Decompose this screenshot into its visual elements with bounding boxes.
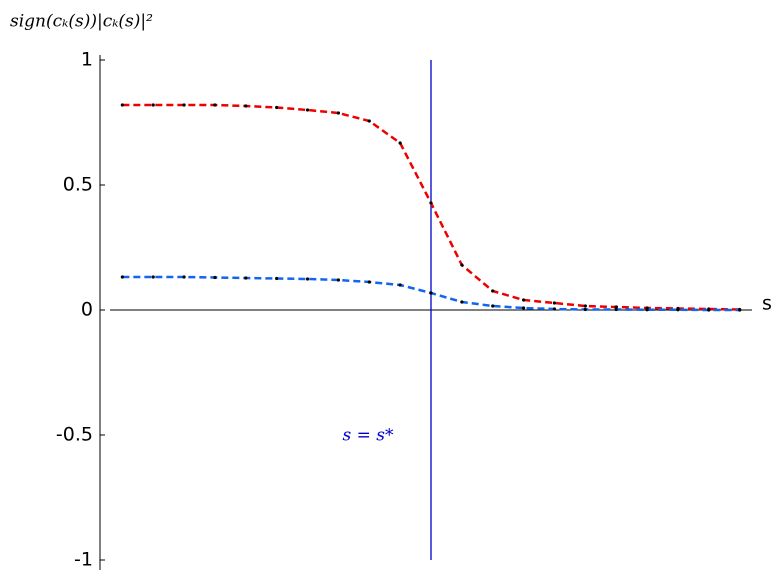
point-marker: [398, 141, 402, 145]
point-marker: [614, 307, 618, 312]
point-marker: [552, 301, 557, 305]
annotation: s = s*: [343, 426, 395, 446]
point-marker: [398, 283, 402, 287]
point-marker: [583, 307, 587, 312]
point-marker: [213, 275, 217, 280]
point-marker: [738, 308, 742, 312]
point-marker: [336, 278, 341, 282]
point-marker: [676, 308, 680, 312]
point-marker: [151, 103, 155, 107]
point-marker: [305, 108, 310, 112]
point-marker: [429, 201, 433, 205]
point-marker: [645, 308, 649, 312]
point-marker: [491, 289, 495, 293]
point-marker: [213, 103, 217, 107]
point-marker: [614, 305, 618, 309]
point-marker: [367, 280, 371, 284]
point-marker: [305, 277, 310, 281]
point-marker: [336, 111, 341, 115]
point-marker: [120, 275, 124, 279]
point-marker: [182, 275, 186, 279]
y-axis-label: sign(cₖ(s))|cₖ(s)|²: [10, 12, 153, 32]
point-marker: [521, 306, 526, 310]
x-axis-label: s: [762, 293, 772, 315]
point-marker: [583, 304, 587, 308]
point-marker: [244, 104, 248, 108]
point-marker: [460, 300, 464, 304]
point-marker: [275, 105, 279, 110]
point-marker: [151, 275, 155, 279]
point-marker: [429, 291, 433, 295]
point-marker: [275, 276, 279, 281]
point-marker: [552, 307, 557, 311]
y-tick-label: 0.5: [63, 174, 93, 196]
point-marker: [367, 119, 371, 123]
point-marker: [120, 103, 124, 107]
y-tick-label: 1: [81, 49, 93, 71]
y-tick-label: -0.5: [56, 424, 93, 446]
point-marker: [491, 304, 495, 308]
point-marker: [244, 276, 248, 280]
point-marker: [182, 103, 186, 107]
y-tick-label: -1: [74, 549, 93, 571]
point-marker: [707, 308, 711, 312]
point-marker: [521, 298, 526, 302]
y-tick-label: 0: [81, 299, 93, 321]
point-marker: [460, 263, 464, 267]
